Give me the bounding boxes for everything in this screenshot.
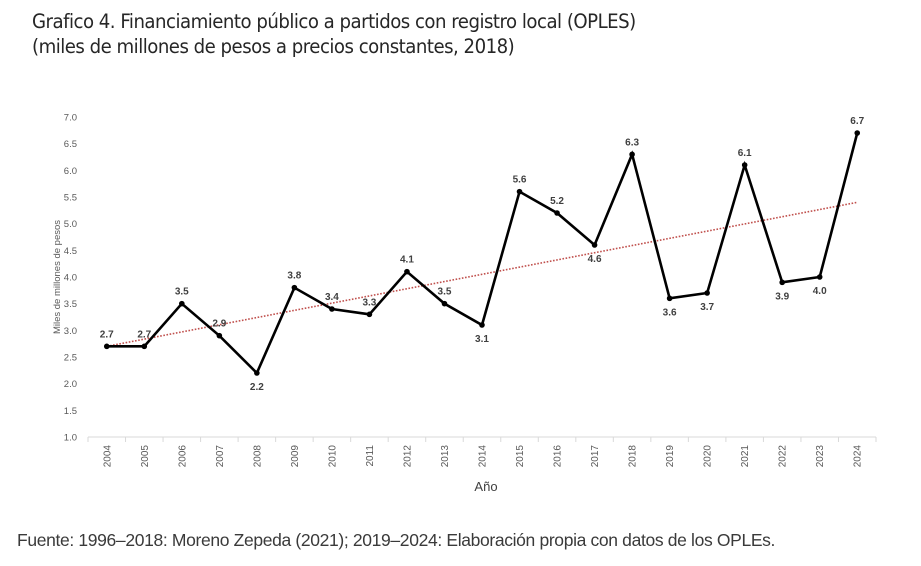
y-tick-label: 2.0 (64, 379, 77, 390)
x-tick-label: 2009 (290, 445, 301, 468)
x-tick-label: 2004 (102, 445, 113, 468)
data-label: 3.6 (663, 307, 677, 318)
x-tick-label: 2006 (177, 445, 188, 468)
y-tick-label: 6.5 (64, 139, 77, 150)
y-tick-label: 5.5 (64, 193, 77, 204)
chart-title-line-2: (miles de millones de pesos a precios co… (32, 35, 515, 58)
x-tick-label: 2023 (815, 445, 826, 468)
data-points (103, 130, 861, 376)
y-tick-label: 2.5 (64, 353, 77, 364)
data-label: 6.3 (625, 137, 639, 148)
x-axis-ticks: 2004 2005 2006 2007 2008 2009 2010 2011 2012 2013… (102, 445, 863, 468)
data-point (291, 284, 298, 291)
chart-title: Grafico 4. Financiamiento público a part… (32, 9, 636, 59)
data-point (704, 290, 710, 296)
y-tick-label: 1.0 (64, 433, 77, 444)
data-point (479, 322, 485, 328)
data-point (404, 268, 410, 275)
data-point (179, 300, 185, 307)
data-label: 3.4 (325, 292, 339, 303)
data-point (816, 274, 823, 280)
y-tick-label: 7.0 (64, 113, 77, 124)
x-tick-label: 2018 (628, 445, 639, 468)
y-tick-label: 3.0 (64, 326, 77, 337)
data-point (516, 188, 523, 195)
y-tick-label: 6.0 (64, 166, 77, 177)
x-tick-label: 2024 (853, 445, 864, 468)
data-point (779, 279, 785, 286)
data-point (329, 306, 335, 312)
data-label: 6.7 (850, 116, 864, 127)
x-tick-label: 2011 (365, 445, 376, 467)
x-tick-label: 2014 (478, 445, 489, 468)
x-tick-label: 2007 (215, 445, 226, 468)
data-label: 4.0 (813, 286, 827, 297)
y-tick-label: 3.5 (64, 299, 77, 310)
x-tick-label: 2020 (703, 445, 714, 468)
x-tick-label: 2021 (740, 445, 751, 468)
data-point (741, 162, 748, 168)
x-axis-label: Año (474, 479, 497, 494)
x-tick-label: 2008 (252, 445, 263, 468)
x-tick-label: 2022 (778, 445, 789, 468)
x-tick-label: 2010 (327, 445, 338, 468)
data-point (366, 311, 373, 318)
data-label: 5.2 (550, 196, 564, 207)
data-point (254, 370, 260, 376)
data-label: 3.1 (475, 334, 489, 345)
data-point (216, 332, 223, 339)
data-point (854, 130, 861, 136)
data-label: 3.7 (700, 302, 714, 313)
chart-title-line-1: Grafico 4. Financiamiento público a part… (32, 10, 636, 33)
x-tick-label: 2017 (590, 445, 601, 468)
data-label: 3.9 (775, 291, 789, 302)
y-axis-label: Miles de millones de pesos (52, 220, 63, 334)
data-label: 2.9 (212, 319, 226, 330)
data-point (629, 151, 635, 158)
x-tick-label: 2015 (515, 445, 526, 468)
x-tick-label: 2019 (665, 445, 676, 468)
data-label: 4.1 (400, 255, 414, 266)
data-label: 3.5 (438, 287, 452, 298)
y-tick-label: 5.0 (64, 219, 77, 230)
data-label: 2.7 (100, 329, 114, 340)
trendline (106, 201, 858, 348)
data-label: 5.6 (513, 175, 527, 186)
y-tick-label: 1.5 (64, 406, 77, 417)
data-label: 3.8 (287, 271, 301, 282)
data-point (554, 210, 560, 216)
y-axis-ticks: 1.0 1.5 2.0 2.5 3.0 3.5 4.0 4.5 5.0 5.5 6.0 6.5 7.0 (64, 113, 77, 444)
data-labels: 2.7 2.7 3.5 2.9 2.2 3.8 3.4 3.3 4.1 3.5 3.1 5.6 5.2 4… (100, 116, 865, 393)
data-point (441, 300, 448, 307)
data-label: 3.3 (362, 297, 376, 308)
data-point (666, 295, 673, 302)
data-point (591, 242, 598, 248)
x-tick-label: 2012 (402, 445, 413, 468)
data-label: 3.5 (175, 287, 189, 298)
data-label: 2.7 (137, 329, 151, 340)
y-tick-label: 4.0 (64, 273, 77, 284)
x-tick-label: 2013 (440, 445, 451, 468)
data-point (141, 343, 148, 350)
data-label: 6.1 (738, 148, 752, 159)
x-axis-tickmarks (87, 437, 877, 442)
source-note: Fuente: 1996–2018: Moreno Zepeda (2021);… (17, 530, 776, 550)
data-point (103, 343, 110, 350)
data-label: 4.6 (588, 254, 602, 265)
x-tick-label: 2005 (140, 445, 151, 468)
data-label: 2.2 (250, 382, 264, 393)
x-tick-label: 2016 (553, 445, 564, 468)
y-tick-label: 4.5 (64, 246, 77, 257)
